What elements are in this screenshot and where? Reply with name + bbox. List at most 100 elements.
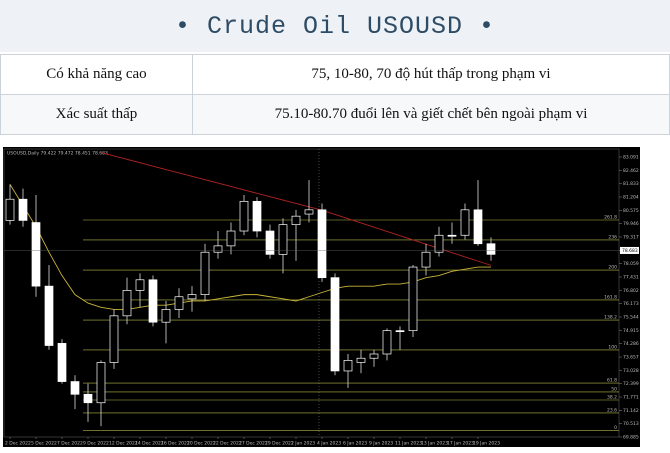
y-tick-label: 71.771	[623, 395, 639, 401]
candle-body	[356, 357, 366, 363]
y-tick-label: 72.399	[623, 381, 639, 387]
candle-body	[226, 230, 236, 247]
fib-label: 0	[614, 425, 617, 431]
x-tick-label: 13 Jan 2023	[421, 441, 448, 447]
x-tick-label: 22 Dec 2022	[213, 441, 242, 447]
info-table: Có khả năng cao 75, 10-80, 70 độ hút thấp…	[0, 54, 670, 135]
cell: 75.10-80.70 đuổi lên và giết chết bên ng…	[192, 94, 670, 135]
candle-body	[70, 381, 80, 395]
candle-body	[408, 266, 418, 332]
candle-body	[278, 224, 288, 255]
candle-body	[200, 251, 210, 295]
candle-body	[161, 309, 171, 323]
y-tick-label: 74.915	[623, 328, 639, 334]
x-tick-label: 2 Jan 2023	[291, 441, 315, 447]
y-tick-label: 69.885	[623, 435, 639, 441]
candle-body	[122, 290, 132, 317]
chart-title: USOUSD,Daily 79.422 79.472 78.451 78.683	[7, 151, 108, 157]
candle-body	[330, 277, 340, 372]
chart-background	[3, 147, 640, 447]
plot-frame	[3, 148, 620, 438]
candle-body	[31, 222, 41, 287]
x-tick-label: 16 Dec 2022	[161, 441, 190, 447]
y-tick-label: 81.833	[623, 181, 639, 187]
candle-body	[252, 200, 262, 232]
candle-body	[343, 360, 353, 372]
candle-body	[83, 393, 93, 404]
candle-body	[291, 215, 301, 226]
page-title: • Crude Oil USOUSD •	[0, 0, 670, 52]
y-tick-label: 70.513	[623, 421, 639, 427]
row: Có khả năng cao 75, 10-80, 70 độ hút thấp…	[0, 54, 670, 95]
x-tick-label: 7 Dec 2022	[57, 441, 83, 447]
fib-label: 23.6	[607, 407, 617, 413]
x-tick-label: 17 Jan 2023	[447, 441, 474, 447]
candle-body	[317, 209, 327, 279]
candle-body	[109, 315, 119, 363]
candle-body	[421, 251, 431, 268]
candle-body	[473, 209, 483, 245]
candle-body	[239, 200, 249, 232]
x-tick-label: 4 Jan 2023	[317, 441, 341, 447]
cell: Có khả năng cao	[0, 54, 193, 95]
x-tick-label: 29 Dec 2022	[265, 441, 294, 447]
candle-body	[187, 294, 197, 300]
y-tick-label: 79.946	[623, 221, 639, 227]
x-tick-label: 6 Jan 2023	[343, 441, 367, 447]
candle-body	[213, 245, 223, 253]
last-price-label: 78.683	[622, 248, 638, 254]
y-tick-label: 73.657	[623, 355, 639, 361]
candle-body	[486, 243, 496, 255]
x-tick-label: 2 Dec 2022	[5, 441, 31, 447]
fib-label: 38.2	[607, 395, 617, 401]
candle-body	[369, 353, 379, 359]
price-chart: USOUSD,Daily 79.422 79.472 78.451 78.683…	[3, 147, 640, 447]
y-tick-label: 79.317	[623, 235, 639, 241]
x-tick-label: 14 Dec 2022	[135, 441, 164, 447]
fib-label: 161.8	[604, 294, 617, 300]
y-tick-label: 74.286	[623, 341, 639, 347]
x-tick-label: 11 Jan 2023	[395, 441, 422, 447]
y-tick-label: 82.462	[623, 168, 639, 174]
fib-label: 100	[608, 344, 617, 350]
candle-body	[395, 330, 405, 333]
candle-body	[96, 362, 106, 404]
candle-body	[382, 330, 392, 355]
cell: 75, 10-80, 70 độ hút thấp trong phạm vi	[192, 54, 670, 95]
fib-label: 61.8	[607, 378, 617, 384]
candle-body	[304, 209, 314, 215]
x-tick-label: 9 Jan 2023	[369, 441, 393, 447]
y-tick-label: 76.173	[623, 301, 639, 307]
candle-body	[265, 230, 275, 255]
y-tick-label: 83.091	[623, 155, 639, 161]
y-tick-label: 77.431	[623, 275, 639, 281]
y-tick-label: 76.802	[623, 288, 639, 294]
x-tick-label: 19 Jan 2023	[473, 441, 500, 447]
candle-body	[460, 209, 470, 236]
candle-body	[434, 234, 444, 253]
row: Xác suất thấp 75.10-80.70 đuổi lên và giế…	[0, 94, 670, 135]
cell: Xác suất thấp	[0, 94, 193, 135]
candle-body	[148, 279, 158, 323]
y-tick-label: 75.544	[623, 315, 639, 321]
last-price-box	[620, 246, 639, 254]
y-tick-label: 80.575	[623, 208, 639, 214]
x-tick-label: 20 Dec 2022	[187, 441, 216, 447]
fib-label: 236	[608, 234, 617, 240]
candle-body	[18, 198, 28, 221]
y-tick-label: 81.204	[623, 195, 639, 201]
fib-label: 138.2	[604, 315, 617, 321]
y-tick-label: 71.142	[623, 408, 639, 414]
candle-body	[44, 285, 54, 346]
candle-body	[135, 279, 145, 291]
y-tick-label: 78.059	[623, 261, 639, 267]
x-tick-label: 12 Dec 2022	[109, 441, 138, 447]
candle-body	[5, 198, 15, 221]
candle-body	[174, 296, 184, 310]
x-tick-label: 5 Dec 2022	[31, 441, 57, 447]
x-tick-label: 9 Dec 2022	[83, 441, 109, 447]
y-tick-label: 73.028	[623, 368, 639, 374]
fib-label: 50	[611, 386, 617, 392]
candle-body	[57, 343, 67, 382]
